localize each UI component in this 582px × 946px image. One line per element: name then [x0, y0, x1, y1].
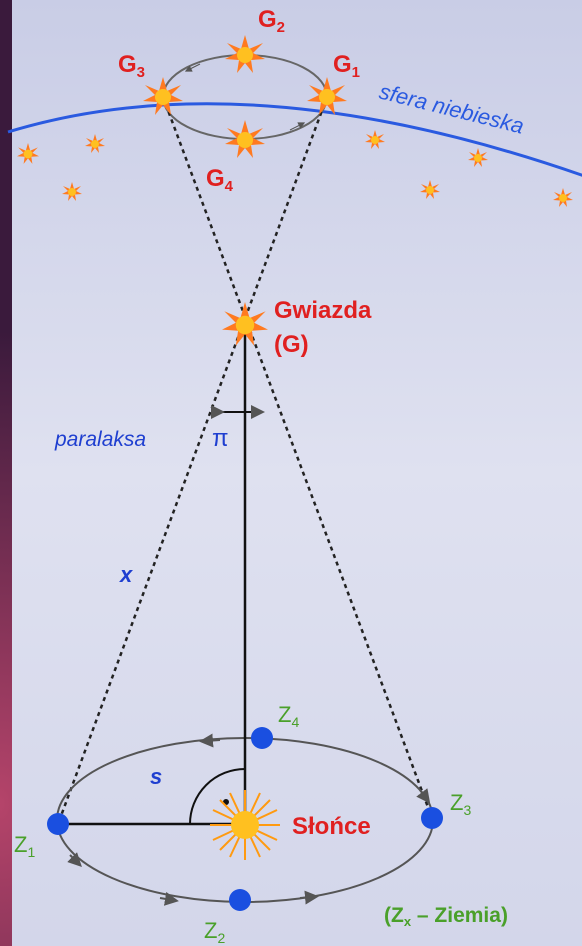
- diagram: G2 G3 G1 G4 sfera niebieska Gwiazda (G) …: [0, 0, 582, 946]
- legend: (Zx – Ziemia): [384, 904, 508, 929]
- radius-label: s: [150, 764, 162, 789]
- label-sub: 3: [137, 64, 145, 81]
- label-sub: 4: [291, 714, 299, 730]
- legend-part: – Ziemia): [411, 904, 508, 927]
- label-sub: 2: [277, 19, 285, 36]
- label-sub: 2: [217, 930, 225, 946]
- label: Z: [14, 832, 27, 857]
- label-sub: 1: [352, 64, 360, 81]
- star-symbol: (G): [274, 331, 309, 358]
- distance-label: x: [119, 562, 133, 587]
- parallax-symbol: π: [212, 425, 229, 452]
- sun: [210, 790, 280, 860]
- label: G: [206, 165, 225, 192]
- page: G2 G3 G1 G4 sfera niebieska Gwiazda (G) …: [0, 0, 582, 946]
- parallax-label: paralaksa: [54, 428, 146, 451]
- label: G: [258, 6, 277, 33]
- label-sub: 3: [463, 802, 471, 818]
- legend-part: (Z: [384, 904, 404, 927]
- label: Z: [204, 918, 217, 943]
- label-sub: 4: [225, 178, 234, 195]
- label-sub: 1: [27, 844, 35, 860]
- sun-label: Słońce: [292, 813, 371, 840]
- label: G: [333, 51, 352, 78]
- label: G: [118, 51, 137, 78]
- label: Z: [450, 790, 463, 815]
- star-name: Gwiazda: [274, 297, 372, 324]
- label: Z: [278, 702, 291, 727]
